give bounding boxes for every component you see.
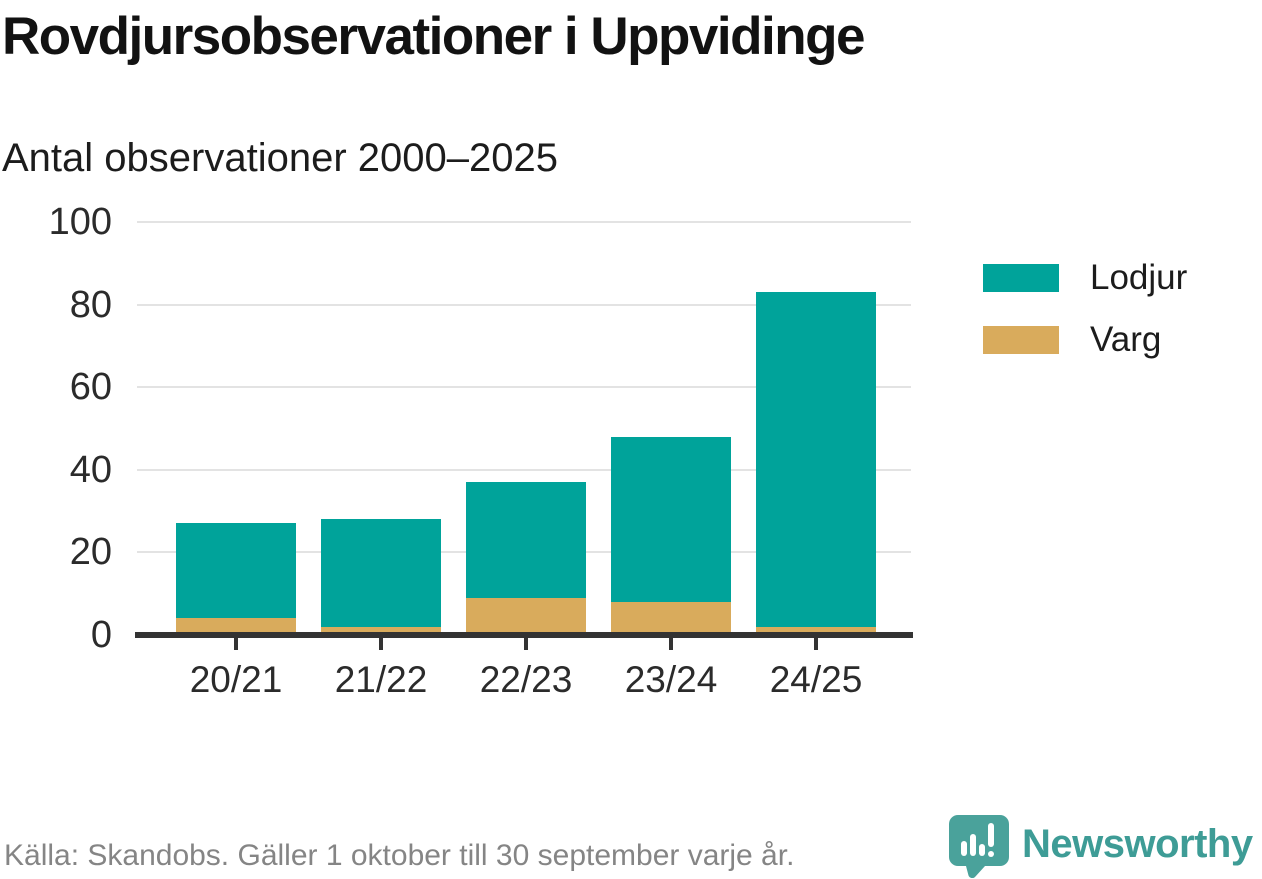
y-axis-tick-label: 80	[69, 283, 112, 326]
bar-segment-varg-21/22	[321, 626, 441, 635]
brand-name: Newsworthy	[1022, 822, 1253, 866]
legend-swatch-varg	[983, 325, 1059, 354]
page-title: Rovdjursobservationer i Uppvidinge	[2, 7, 865, 66]
chart-subtitle: Antal observationer 2000–2025	[2, 136, 558, 180]
x-axis-tick-label: 24/25	[769, 659, 863, 700]
x-axis-tick-mark	[669, 638, 673, 650]
source-note: Källa: Skandobs. Gäller 1 oktober till 3…	[4, 839, 795, 872]
gridline-40	[137, 468, 911, 471]
y-axis-tick-label: 60	[69, 366, 112, 409]
legend-item-lodjur: Lodjur	[983, 260, 1187, 295]
gridline-60	[137, 386, 911, 389]
legend-label: Varg	[1090, 320, 1162, 359]
newsworthy-brand: Newsworthy	[948, 814, 1253, 878]
bar-segment-varg-23/24	[611, 601, 731, 635]
y-axis-tick-label: 40	[69, 448, 112, 491]
legend-swatch-lodjur	[983, 263, 1059, 292]
y-axis-tick-label: 100	[48, 201, 112, 243]
newsworthy-logo-icon	[949, 815, 1009, 878]
y-axis-tick-label: 20	[69, 531, 112, 574]
bar-segment-lodjur-24/25	[756, 292, 876, 627]
legend-label: Lodjur	[1090, 258, 1188, 297]
x-axis-tick-mark	[234, 638, 238, 650]
x-axis-line	[135, 632, 913, 638]
bar-segment-varg-24/25	[756, 626, 876, 635]
legend-item-varg: Varg	[983, 322, 1187, 357]
x-axis-tick-mark	[379, 638, 383, 650]
x-axis-tick-label: 20/21	[189, 659, 283, 700]
bar-segment-lodjur-22/23	[466, 482, 586, 598]
x-axis-tick-label: 22/23	[479, 659, 573, 700]
gridline-80	[137, 303, 911, 306]
plot-area: 0 20 40 60 80 100 20/21 21/22 22/23 23/24 24/25	[49, 203, 913, 700]
bar-segment-lodjur-23/24	[611, 436, 731, 602]
bar-segment-varg-22/23	[466, 597, 586, 635]
gridline-100	[137, 221, 911, 223]
x-axis-tick-mark	[814, 638, 818, 650]
x-axis-tick-label: 21/22	[334, 659, 428, 700]
chart-legend: Lodjur Varg	[983, 260, 1187, 384]
y-axis-tick-label: 0	[90, 614, 112, 656]
bar-segment-lodjur-21/22	[321, 519, 441, 627]
x-axis-tick-mark	[524, 638, 528, 650]
x-axis-tick-label: 23/24	[624, 659, 718, 700]
bar-segment-varg-20/21	[176, 618, 296, 635]
bar-segment-lodjur-20/21	[176, 523, 296, 619]
